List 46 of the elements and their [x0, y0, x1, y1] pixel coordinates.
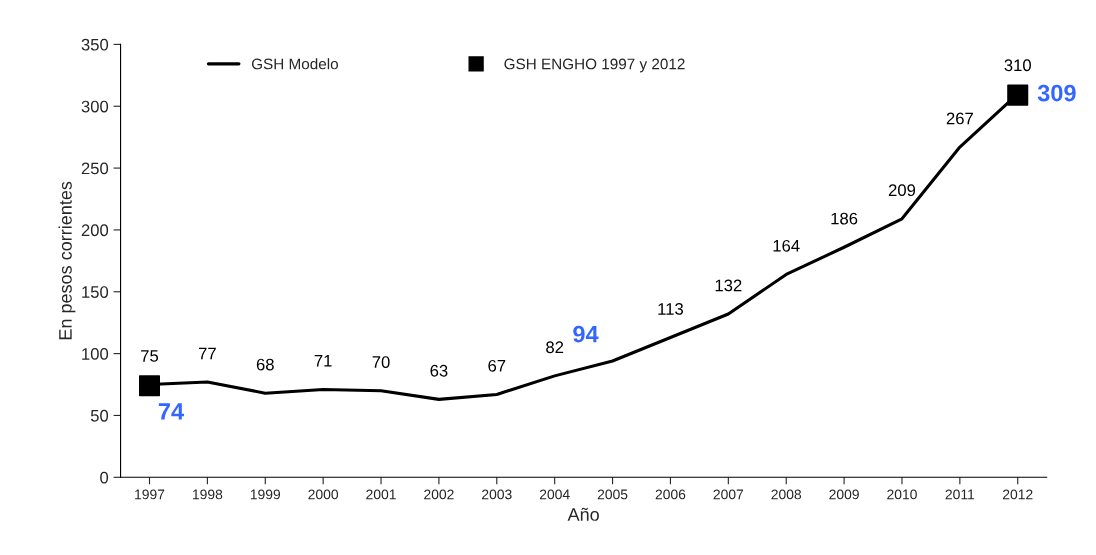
- x-tick-label: 2011: [945, 489, 975, 500]
- x-tick-label: 2008: [771, 489, 802, 500]
- x-tick-label: 2012: [1002, 489, 1033, 500]
- data-label: 77: [198, 347, 216, 360]
- x-tick-label: 1999: [250, 489, 281, 500]
- x-tick-label: 2007: [713, 489, 744, 500]
- x-tick-label: 2009: [829, 489, 859, 500]
- data-label: 63: [430, 364, 448, 377]
- data-label: 209: [888, 184, 916, 197]
- data-label: 113: [658, 302, 683, 315]
- x-tick-label: 2003: [482, 489, 512, 500]
- data-label: 74: [158, 403, 184, 420]
- data-label: 82: [546, 341, 564, 354]
- y-tick-label: 200: [81, 224, 109, 237]
- y-tick-label: 50: [90, 409, 109, 422]
- y-tick-label: 150: [82, 286, 109, 298]
- data-label: 67: [488, 359, 506, 372]
- data-label: 310: [1004, 59, 1031, 72]
- data-label: 309: [1037, 84, 1076, 102]
- y-tick-label: 0: [100, 471, 109, 484]
- x-tick-label: 2002: [424, 489, 454, 500]
- data-label: 267: [946, 112, 973, 125]
- data-label: 75: [141, 350, 159, 362]
- x-axis-title: Año: [567, 507, 599, 521]
- x-tick-label: 2004: [539, 489, 570, 500]
- x-tick-label: 2001: [366, 489, 396, 500]
- data-label: 70: [372, 356, 390, 368]
- x-tick-label: 2010: [887, 489, 917, 500]
- annotation: 94: [573, 325, 599, 343]
- data-label: 71: [314, 355, 332, 367]
- data-label: 132: [715, 279, 742, 292]
- data-label: 164: [773, 239, 800, 252]
- x-tick-label: 1997: [135, 489, 165, 500]
- x-tick-label: 2000: [308, 489, 339, 500]
- legend-label: GSH Modelo: [251, 58, 338, 70]
- y-tick-label: 300: [81, 100, 109, 113]
- y-axis-title: En pesos corrientes: [58, 181, 76, 340]
- data-label: 186: [831, 212, 858, 225]
- legend-label: GSH ENGHO 1997 y 2012: [504, 58, 685, 73]
- y-tick-label: 100: [82, 348, 109, 360]
- x-tick-label: 2006: [655, 489, 686, 500]
- y-tick-label: 350: [81, 38, 109, 51]
- x-tick-label: 2005: [597, 489, 628, 500]
- y-tick-label: 250: [81, 162, 109, 175]
- data-label: 68: [256, 358, 274, 371]
- x-tick-label: 1998: [193, 489, 223, 500]
